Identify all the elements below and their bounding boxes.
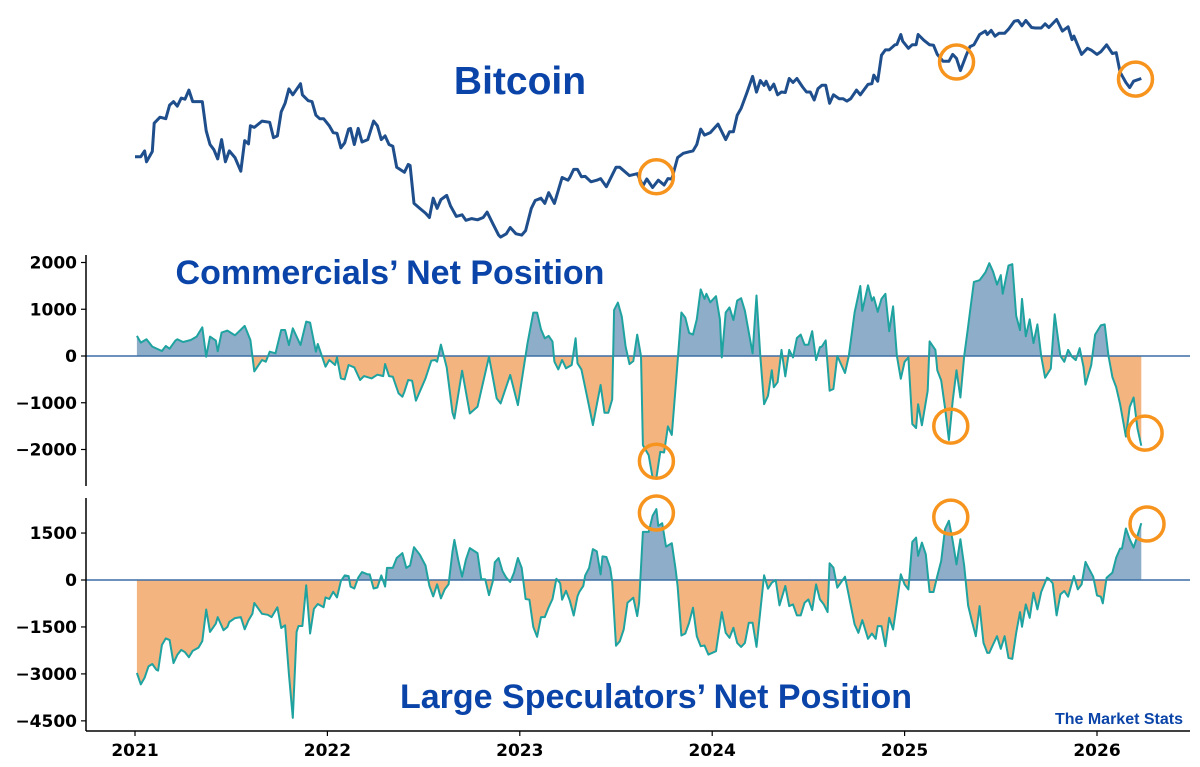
x-tick-label: 2022: [304, 741, 351, 761]
bitcoin-highlight-circle: [937, 43, 976, 81]
speculators-net-position-line: [135, 508, 1143, 719]
x-tick-label: 2023: [496, 741, 543, 761]
commercials-y-tick-label: 1000: [30, 300, 77, 320]
commercials-title: Commercials’ Net Position: [176, 254, 605, 292]
speculators-y-tick-label: −4500: [15, 712, 77, 732]
x-tick-label: 2026: [1073, 741, 1120, 761]
speculators-y-tick-label: 0: [65, 571, 77, 591]
commercials-highlight-circle: [1126, 414, 1164, 452]
annotations: [637, 43, 1166, 543]
commercials-y-tick-label: 0: [65, 347, 77, 367]
commercials-y-tick-label: 2000: [30, 254, 77, 274]
speculators-y-tick-label: 1500: [30, 524, 77, 544]
bitcoin-highlight-circle: [637, 157, 676, 196]
axes: 2000 1000 0 −1000 −2000 1500 0 −1500 −3000 −4500 2…: [15, 254, 1190, 761]
x-tick-label: 2021: [111, 741, 158, 761]
commercials-net-position-line: [136, 262, 1143, 479]
commercials-highlight-circle: [932, 407, 970, 445]
speculators-y-tick-label: −3000: [15, 665, 77, 685]
speculators-y-tick-label: −1500: [15, 618, 77, 638]
speculators-negative-area: [136, 580, 1142, 718]
commercials-y-tick-label: −1000: [15, 394, 77, 414]
speculators-highlight-circle: [637, 494, 676, 532]
bitcoin-highlight-circle: [1116, 60, 1155, 98]
x-tick-label: 2025: [881, 741, 928, 761]
bitcoin-title: Bitcoin: [454, 60, 586, 103]
commercials-y-tick-label: −2000: [15, 441, 77, 461]
watermark-brand: The Market Stats: [1055, 711, 1183, 728]
commercials-highlight-circle: [637, 442, 676, 480]
commercials-positive-area: [136, 263, 1142, 356]
speculators-title: Large Speculators’ Net Position: [400, 678, 912, 716]
speculators-panel: [86, 508, 1190, 719]
commercials-panel: [86, 262, 1190, 479]
x-tick-label: 2024: [689, 741, 736, 761]
bitcoin-panel: [135, 18, 1142, 239]
speculators-highlight-circle: [1128, 505, 1166, 543]
speculators-highlight-circle: [932, 498, 970, 536]
bitcoin-price-line: [135, 18, 1142, 239]
